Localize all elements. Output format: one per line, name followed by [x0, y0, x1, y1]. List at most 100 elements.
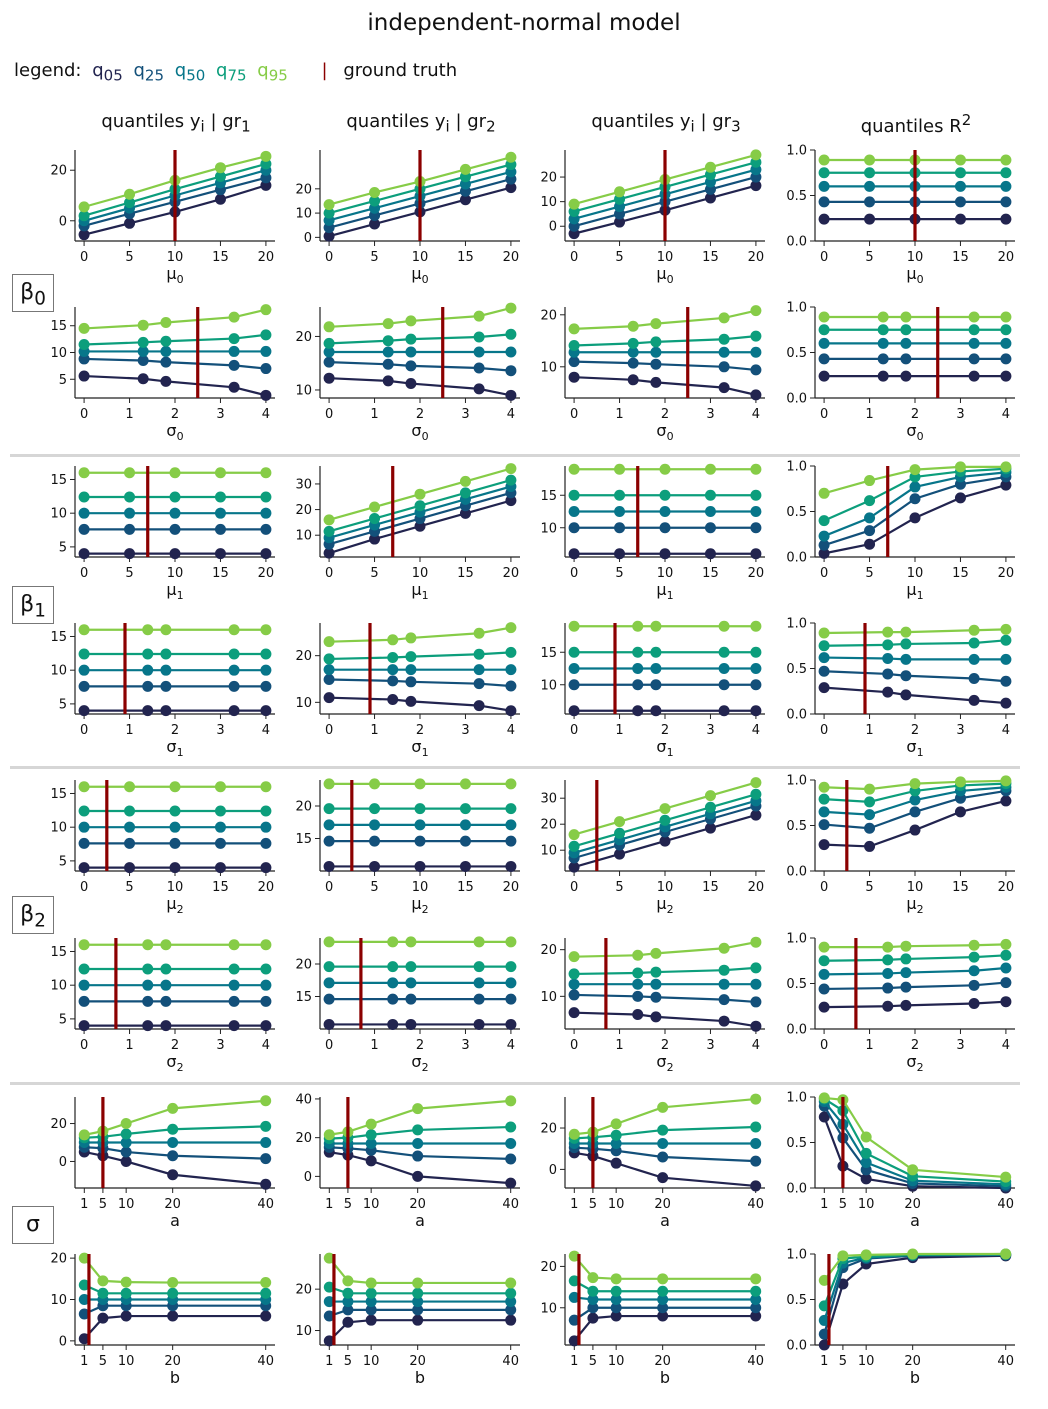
data-point-q95 [750, 777, 762, 789]
data-point-q05 [568, 548, 580, 560]
data-point-q75 [459, 487, 471, 499]
x-tick-label: 5 [125, 880, 133, 895]
data-point-q95 [369, 778, 381, 790]
data-point-q05 [167, 1169, 179, 1181]
data-point-q75 [260, 491, 272, 503]
data-point-q25 [473, 678, 485, 690]
data-point-q95 [160, 939, 172, 951]
figure-title: independent-normal model [367, 10, 681, 36]
data-point-q95 [659, 803, 671, 815]
data-point-q25 [323, 673, 335, 685]
data-point-q50 [968, 653, 980, 665]
row-label-beta0: β0 [12, 274, 54, 312]
data-point-q95 [369, 501, 381, 513]
data-point-q95 [864, 154, 876, 166]
data-point-q75 [718, 333, 730, 345]
y-tick-label: 15 [50, 945, 67, 960]
data-point-q75 [704, 801, 716, 813]
data-point-q50 [718, 346, 730, 358]
x-axis-label: σ2 [411, 1052, 428, 1074]
data-point-q50 [160, 345, 172, 357]
data-point-q95 [124, 781, 136, 793]
data-point-q05 [882, 686, 894, 698]
x-tick-label: 15 [457, 880, 474, 895]
data-point-q25 [1000, 675, 1012, 687]
data-point-q75 [405, 961, 417, 973]
x-tick-label: 0 [820, 723, 828, 738]
data-point-q25 [750, 364, 762, 376]
data-point-q50 [405, 346, 417, 358]
y-tick-label: 10 [540, 1301, 557, 1316]
legend-truth-label: ground truth [343, 60, 458, 81]
y-tick-label: 5 [59, 697, 67, 712]
data-point-q05 [382, 375, 394, 387]
y-tick-label: 5 [59, 373, 67, 388]
data-point-q75 [650, 966, 662, 978]
data-point-q50 [1000, 337, 1012, 349]
data-point-q95 [505, 1095, 517, 1107]
data-point-q75 [78, 963, 90, 975]
data-point-q95 [900, 626, 912, 638]
data-point-q75 [167, 1123, 179, 1135]
data-point-q05 [954, 806, 966, 818]
data-point-q50 [323, 664, 335, 676]
data-point-q75 [864, 167, 876, 179]
data-point-q50 [568, 978, 580, 990]
y-tick-label: 0.5 [786, 977, 807, 992]
data-point-q95 [323, 778, 335, 790]
data-point-q75 [818, 1300, 830, 1312]
data-point-q75 [459, 803, 471, 815]
x-tick-label: 15 [457, 566, 474, 581]
x-tick-label: 3 [461, 1038, 469, 1053]
data-point-q05 [650, 1011, 662, 1023]
data-point-q75 [387, 961, 399, 973]
data-point-q75 [473, 648, 485, 660]
data-point-q05 [505, 1018, 517, 1030]
x-tick-label: 0 [820, 566, 828, 581]
x-tick-label: 2 [661, 723, 669, 738]
data-point-q75 [587, 1285, 599, 1297]
data-point-q75 [968, 324, 980, 336]
x-tick-label: 3 [956, 407, 964, 422]
data-point-q25 [169, 837, 181, 849]
data-point-q95 [97, 1275, 109, 1287]
data-point-q75 [882, 954, 894, 966]
data-point-q05 [160, 375, 172, 387]
data-point-q05 [505, 1314, 517, 1326]
y-tick-label: 10 [540, 521, 557, 536]
x-tick-label: 4 [507, 723, 515, 738]
data-point-q05 [718, 382, 730, 394]
data-point-q95 [459, 778, 471, 790]
data-point-q25 [342, 1304, 354, 1316]
data-point-q05 [323, 1018, 335, 1030]
data-point-q75 [142, 648, 154, 660]
x-tick-label: 10 [657, 250, 674, 265]
data-point-q05 [97, 1312, 109, 1324]
data-point-q25 [909, 493, 921, 505]
y-tick-label: 10 [295, 529, 312, 544]
data-point-q25 [704, 522, 716, 534]
x-axis-label: a [910, 1211, 920, 1230]
data-point-q95 [610, 1273, 622, 1285]
data-point-q25 [78, 523, 90, 535]
data-point-q75 [124, 491, 136, 503]
data-point-q05 [860, 1173, 872, 1185]
data-point-q25 [323, 1310, 335, 1322]
x-tick-label: 1 [370, 407, 378, 422]
data-point-q75 [968, 637, 980, 649]
x-tick-label: 3 [706, 407, 714, 422]
y-tick-label: 1.0 [786, 617, 807, 632]
data-point-q95 [818, 1092, 830, 1104]
data-point-q50 [382, 346, 394, 358]
column-title-gr2: quantiles yi | gr2 [346, 111, 496, 136]
data-point-q75 [1000, 634, 1012, 646]
data-point-q95 [405, 936, 417, 948]
data-point-q75 [78, 491, 90, 503]
x-tick-label: 5 [839, 1197, 847, 1212]
data-point-q95 [214, 467, 226, 479]
data-point-q25 [614, 522, 626, 534]
y-tick-label: 15 [295, 832, 312, 847]
data-point-q25 [387, 675, 399, 687]
x-tick-label: 0 [80, 723, 88, 738]
data-point-q25 [414, 835, 426, 847]
